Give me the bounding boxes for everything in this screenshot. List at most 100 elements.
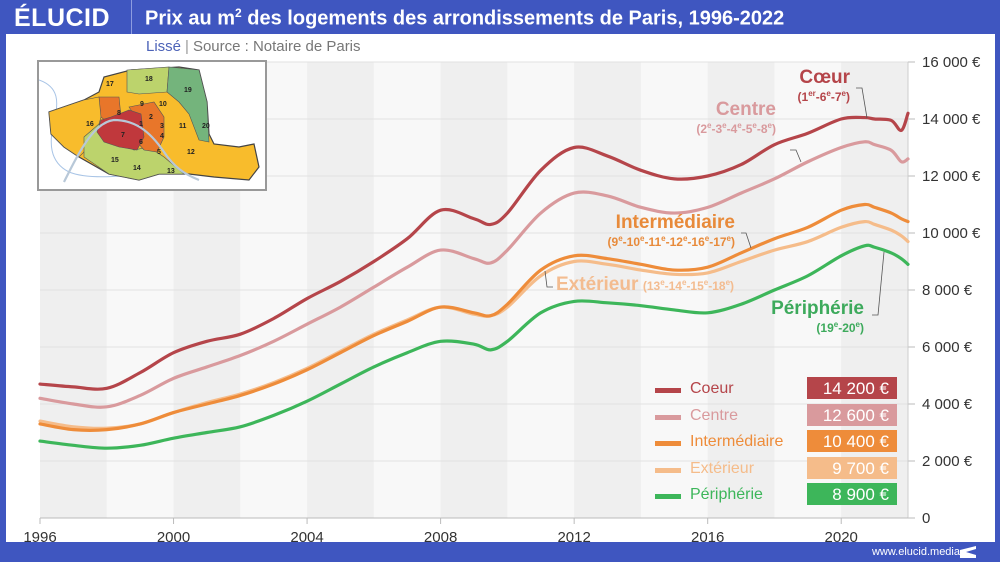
superscript: e (737, 121, 742, 130)
legend-value-badge: 12 600 € (807, 403, 897, 426)
superscript: e (618, 234, 623, 243)
y-tick-label: 2 000 € (922, 453, 973, 470)
y-tick-label: 8 000 € (922, 282, 973, 299)
map-label-6: 6 (139, 139, 143, 146)
superscript: e (703, 278, 709, 287)
superscript: e (704, 234, 710, 243)
map-label-3: 3 (160, 123, 164, 130)
map-label-14: 14 (133, 165, 141, 172)
leader-intermediaire (741, 232, 752, 249)
annotation-coeur-name: Cœur (799, 67, 850, 88)
paris-arrondissements-map: 17 18 19 9 10 8 2 1 3 11 20 16 7 4 6 5 1… (38, 66, 260, 183)
legend-value-badge: 8 900 € (807, 483, 897, 505)
map-19-20 (166, 66, 210, 143)
superscript: e (640, 234, 645, 243)
leader-coeur (856, 87, 868, 119)
x-tick-label: 2012 (557, 529, 590, 546)
y-tick-label: 12 000 € (922, 168, 981, 185)
map-label-20: 20 (202, 123, 210, 130)
y-tick-label: 4 000 € (922, 396, 973, 413)
annotation-coeur-detail: (1er-6e-7e) (797, 89, 851, 104)
superscript: e (661, 234, 666, 243)
superscript: e (726, 234, 731, 243)
superscript: e (707, 121, 712, 130)
y-tick-label: 14 000 € (922, 111, 981, 128)
legend-value-badge: 14 200 € (807, 377, 897, 399)
annotation-coeur: Cœur (1er-6e-7e) (798, 67, 851, 104)
annotation-peripherie-name: Périphérie (771, 298, 864, 319)
superscript: er (808, 89, 816, 98)
legend-label: Extérieur (690, 459, 755, 477)
smoothing-note: Lissé (146, 38, 182, 55)
paris-map: 17 18 19 9 10 8 2 1 3 11 20 16 7 4 6 5 1… (37, 60, 267, 191)
footer-url[interactable]: www.elucid.media (871, 546, 960, 558)
y-tick-label: 10 000 € (922, 225, 981, 242)
map-label-13: 13 (167, 168, 175, 175)
superscript: e (681, 278, 687, 287)
header-divider (131, 0, 132, 36)
annotation-intermediaire-detail: (9e-10e-11e-12e-16e-17e) (607, 234, 735, 249)
annotation-peripherie: Périphérie (19e-20e) (771, 298, 864, 335)
map-label-9: 9 (140, 101, 144, 108)
series-line-centre (38, 140, 910, 409)
superscript: e (826, 89, 831, 98)
superscript: e (833, 320, 839, 329)
annotation-exterieur-name: Extérieur (556, 274, 639, 295)
superscript: e (752, 121, 757, 130)
annotation-intermediaire-name: Intermédiaire (615, 212, 735, 233)
x-tick-label: 2008 (424, 529, 457, 546)
legend-value-badge: 10 400 € (807, 430, 897, 452)
legend-label: Périphérie (690, 486, 763, 503)
annotation-exterieur-detail: (13e-14e-15e-18e) (642, 278, 735, 293)
header-bar: ÉLUCID Prix au m2 des logements des arro… (0, 0, 1000, 36)
map-label-7: 7 (121, 132, 125, 139)
annotation-centre-detail: (2e-3e-4e-5e-8e) (696, 121, 776, 136)
map-18 (126, 66, 170, 95)
map-label-8: 8 (117, 110, 121, 117)
chart-title: Prix au m2 des logements des arrondissem… (145, 6, 784, 31)
map-label-4: 4 (160, 133, 164, 140)
title-text-rest: des logements des arrondissements de Par… (241, 7, 785, 30)
y-tick-label: 6 000 € (922, 339, 973, 356)
leader-centre (790, 149, 802, 163)
y-tick-label: 0 (922, 510, 930, 527)
superscript: e (660, 278, 665, 287)
legend-value-badge: 9 700 € (807, 456, 897, 479)
series-line-coeur (38, 111, 910, 391)
annotation-intermediaire: Intermédiaire (9e-10e-11e-12e-16e-17e) (608, 212, 735, 249)
x-tick-label: 2004 (290, 529, 323, 546)
x-tick-label: 2000 (157, 529, 190, 546)
leader-exterieur (544, 270, 553, 288)
annotation-peripherie-detail: (19e-20e) (816, 320, 864, 335)
elucid-logo: ÉLUCID (14, 4, 111, 32)
legend-label: Intermédiaire (690, 433, 784, 450)
annotation-centre-name: Centre (715, 99, 776, 120)
subtitle: Lissé | Source : Notaire de Paris (146, 38, 361, 55)
legend-swatch (655, 467, 681, 473)
map-label-11: 11 (179, 123, 187, 130)
leader-peripherie (872, 251, 885, 316)
map-label-17: 17 (106, 81, 114, 88)
map-label-18: 18 (145, 76, 153, 83)
source-note: Source : Notaire de Paris (192, 38, 361, 55)
x-tick-label: 2016 (691, 529, 724, 546)
map-1-6-7 (96, 109, 145, 151)
title-text: Prix au m (145, 7, 236, 30)
map-label-15: 15 (111, 157, 119, 164)
annotation-exterieur: Extérieur (13e-14e-15e-18e) (556, 274, 734, 296)
x-tick-label: 1996 (23, 529, 56, 546)
map-label-19: 19 (184, 87, 192, 94)
map-label-10: 10 (159, 101, 167, 108)
superscript: e (855, 320, 860, 329)
map-label-5: 5 (157, 149, 161, 156)
map-label-16: 16 (86, 121, 94, 128)
elucid-footer-logo-icon (960, 546, 976, 558)
x-tick-label: 2020 (825, 529, 858, 546)
y-tick-label: 16 000 € (922, 54, 981, 71)
series-line-intermédiaire (38, 202, 910, 432)
series-line-périphérie (38, 243, 910, 450)
subtitle-separator: | (185, 38, 189, 55)
map-label-12: 12 (187, 149, 195, 156)
map-label-2: 2 (149, 114, 153, 121)
legend-swatch (655, 441, 681, 446)
